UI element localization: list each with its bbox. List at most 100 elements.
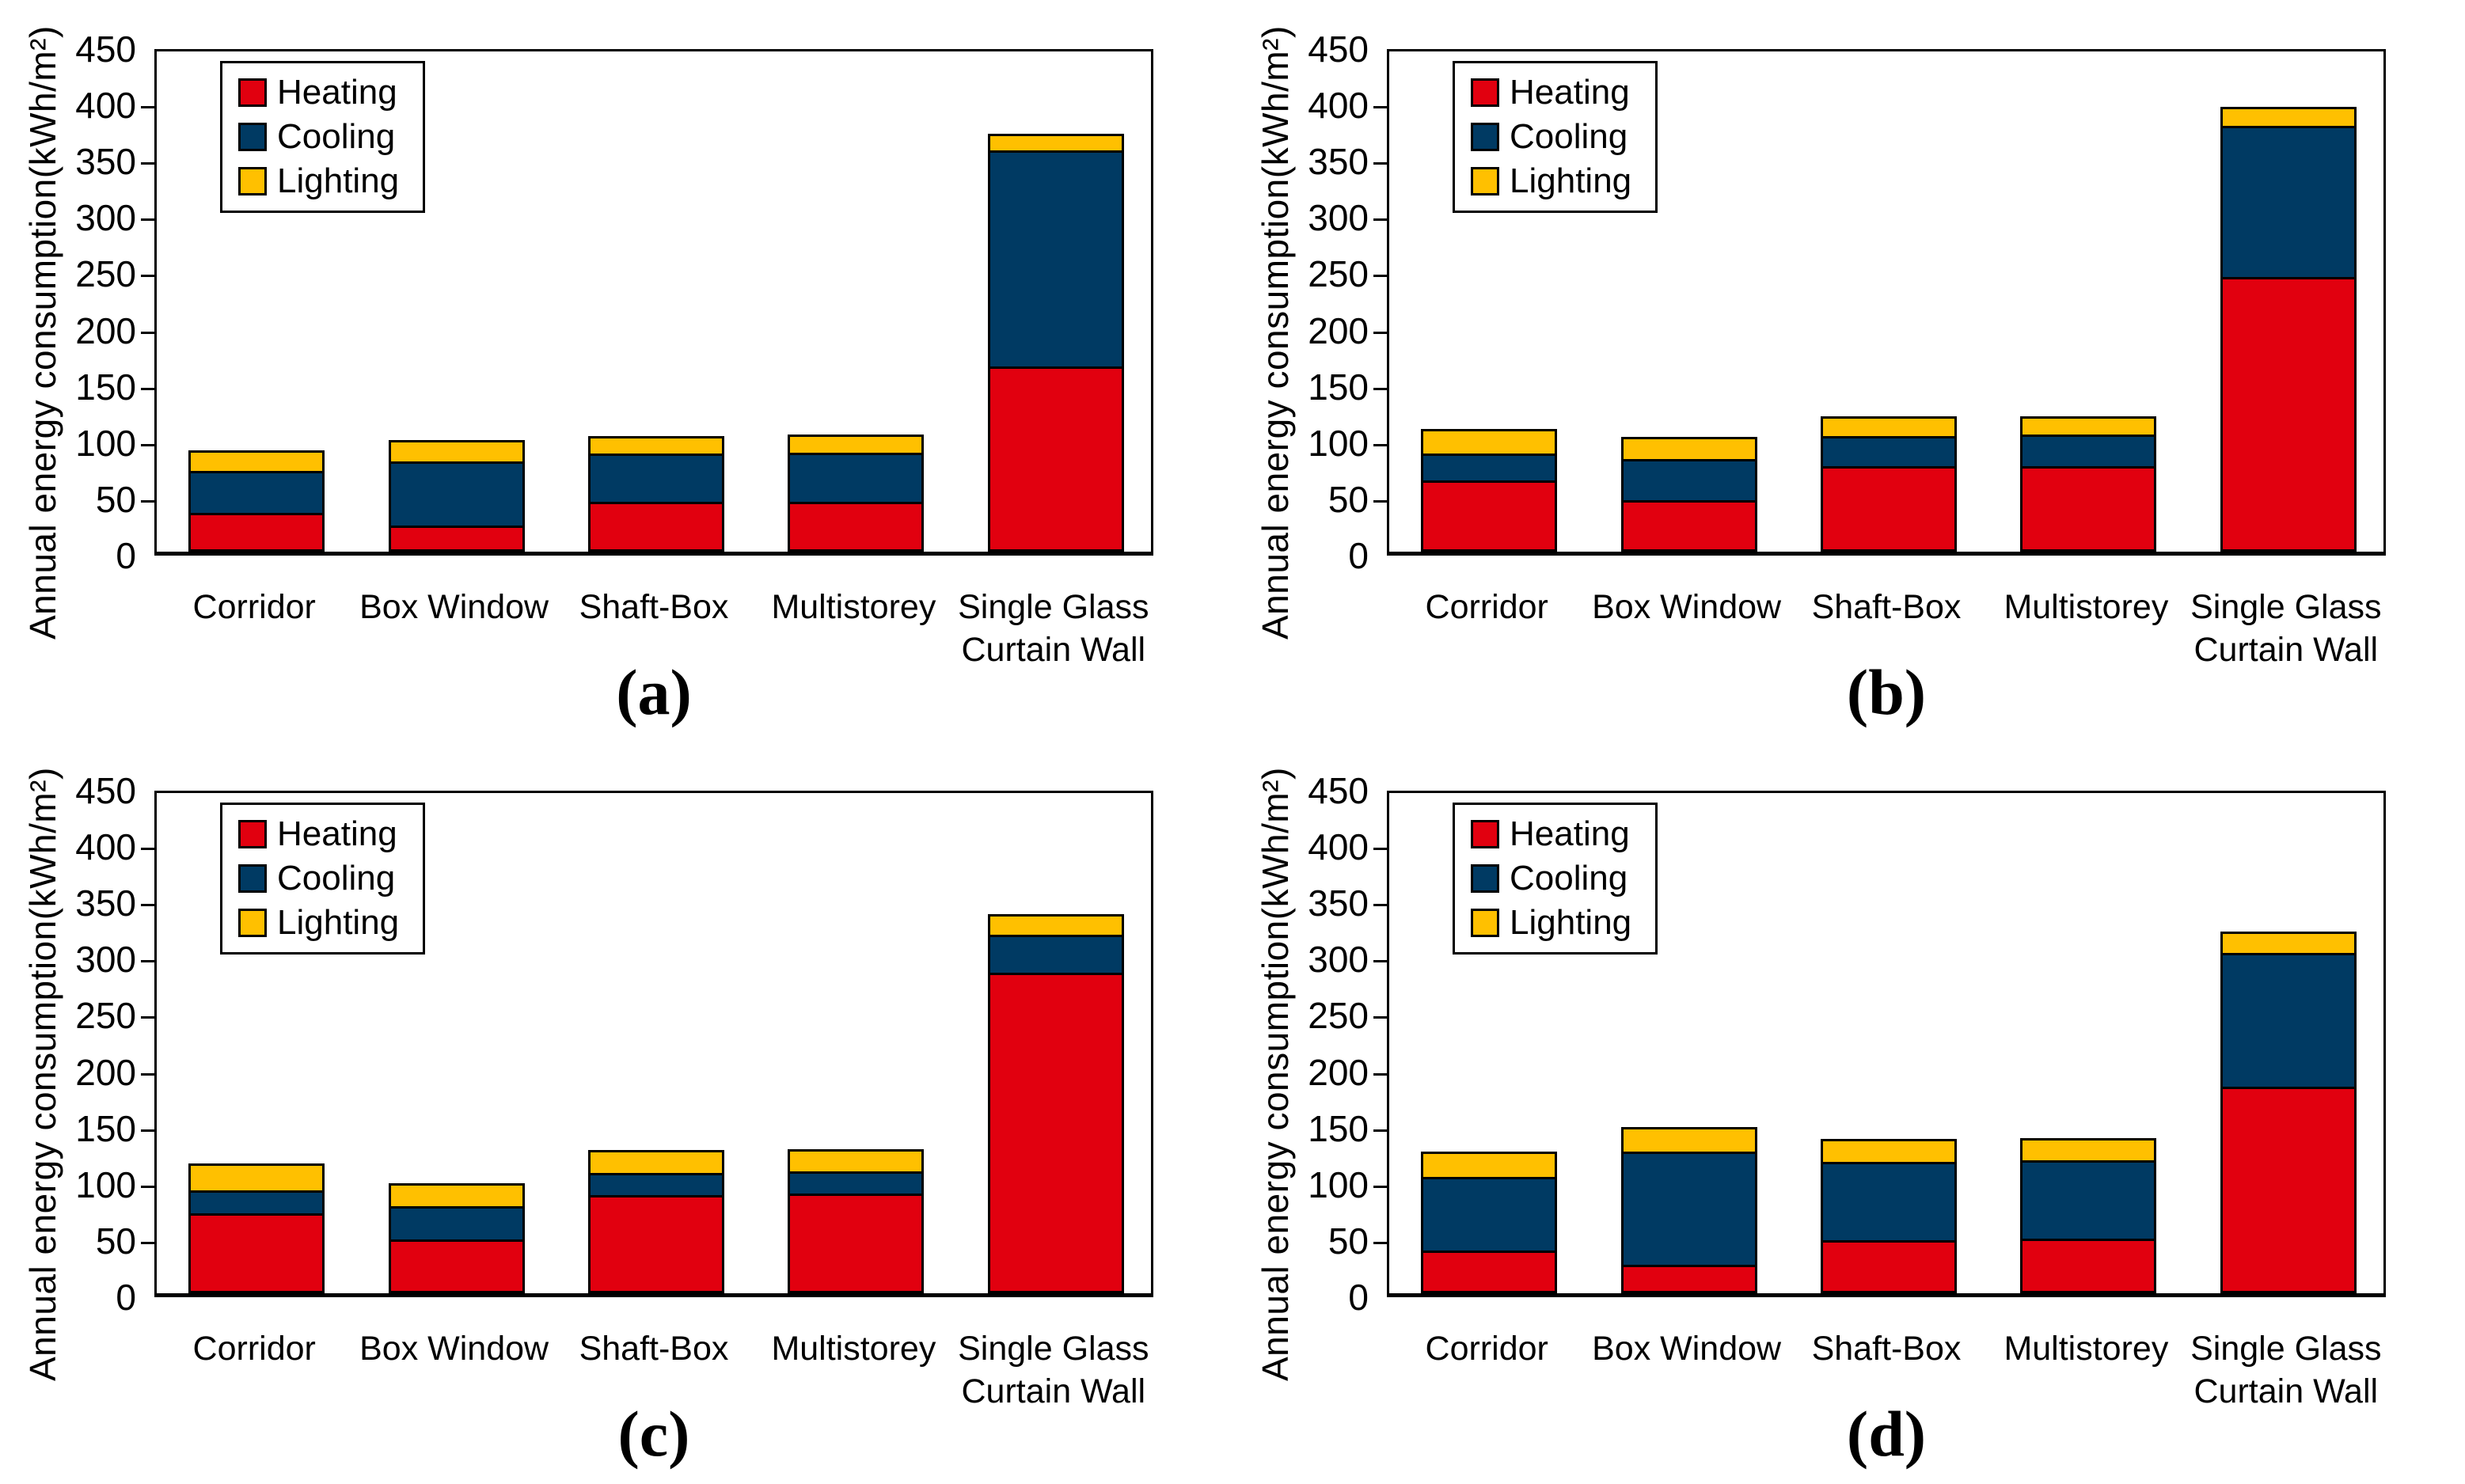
y-tick-mark: [141, 904, 154, 907]
legend-item-lighting: Lighting: [238, 905, 399, 941]
y-tick-mark: [141, 275, 154, 278]
x-category-label: Multistorey: [771, 588, 936, 626]
legend-label: Lighting: [277, 161, 400, 200]
y-tick-label: 450: [1308, 28, 1369, 70]
y-tick-mark: [1373, 443, 1387, 446]
bar-segment-heating: [1423, 480, 1555, 549]
x-category-label: Corridor: [1425, 588, 1548, 626]
x-category-label: Multistorey: [771, 1330, 936, 1368]
x-category-label: Box Window: [359, 588, 549, 626]
legend-item-heating: Heating: [1471, 74, 1631, 111]
x-category-label: Multistorey: [2004, 588, 2169, 626]
bar-segment-heating: [790, 501, 922, 550]
stacked-bar-shaft-box: [588, 435, 724, 552]
y-tick-mark: [141, 218, 154, 222]
bar-segment-lighting: [2023, 1140, 2155, 1161]
y-tick-mark: [1373, 331, 1387, 334]
legend-swatch-heating: [238, 78, 267, 107]
y-tick-mark: [1373, 218, 1387, 222]
stacked-bar-multistorey: [2020, 416, 2157, 552]
x-category-label: Shaft-Box: [1811, 588, 1962, 626]
bar-segment-heating: [1423, 1251, 1555, 1291]
legend-item-cooling: Cooling: [238, 119, 399, 155]
bar-segment-lighting: [1823, 1141, 1954, 1162]
bar-segment-lighting: [2222, 109, 2354, 127]
x-category-label: Box Window: [1592, 588, 1782, 626]
legend-swatch-cooling: [238, 864, 267, 893]
bar-segment-cooling: [989, 935, 1122, 973]
y-tick-mark: [141, 331, 154, 334]
bar-segment-heating: [989, 366, 1122, 549]
bar-segment-heating: [1823, 1239, 1954, 1291]
stacked-bar-shaft-box: [1821, 416, 1957, 552]
x-category-label: Single Glass Curtain Wall: [2190, 1330, 2382, 1410]
bar-segment-lighting: [1423, 1153, 1555, 1177]
legend-swatch-lighting: [1471, 167, 1499, 195]
bar-segment-heating: [1623, 500, 1755, 549]
legend-item-lighting: Lighting: [1471, 163, 1631, 199]
y-tick-label: 50: [1327, 478, 1369, 520]
y-tick-label: 150: [1308, 1107, 1369, 1149]
legend-label: Lighting: [1510, 161, 1632, 200]
y-tick-label: 0: [1348, 535, 1369, 576]
bar-segment-heating: [790, 1194, 922, 1291]
bar-segment-cooling: [2222, 126, 2354, 277]
bar-segment-lighting: [1823, 419, 1954, 436]
y-tick-label: 300: [75, 939, 136, 981]
bar-segment-cooling: [1823, 1161, 1954, 1240]
panel-a: Annual energy consumption(kWh/m²) Heatin…: [0, 0, 1232, 742]
bar-segment-cooling: [1423, 453, 1555, 481]
y-tick-label: 0: [116, 535, 136, 576]
y-tick-label: 100: [1308, 1163, 1369, 1205]
bar-segment-lighting: [191, 453, 323, 472]
stacked-bar-corridor: [1421, 1151, 1558, 1293]
bar-segment-cooling: [2023, 435, 2155, 467]
bar-segment-heating: [191, 1213, 323, 1291]
legend-label: Lighting: [1510, 903, 1632, 942]
legend-item-cooling: Cooling: [1471, 860, 1631, 897]
panel-letter-c: (c): [617, 1398, 690, 1470]
bar-segment-lighting: [390, 442, 522, 461]
bar-segment-cooling: [390, 1205, 522, 1239]
y-tick-label: 250: [75, 253, 136, 295]
legend-swatch-cooling: [238, 123, 267, 151]
legend-label: Heating: [277, 814, 397, 853]
bar-segment-heating: [390, 525, 522, 550]
y-tick-mark: [141, 960, 154, 963]
x-category-label: Corridor: [192, 588, 316, 626]
stacked-bar-box-window: [1620, 436, 1757, 552]
bar-segment-lighting: [1623, 438, 1755, 459]
y-tick-label: 350: [1308, 141, 1369, 183]
stacked-bar-shaft-box: [1821, 1139, 1957, 1293]
bar-segment-heating: [989, 972, 1122, 1292]
bar-segment-heating: [390, 1239, 522, 1292]
bar-segment-heating: [1623, 1265, 1755, 1291]
y-tick-mark: [141, 1129, 154, 1132]
y-tick-mark: [1373, 848, 1387, 851]
legend-label: Heating: [277, 73, 397, 112]
y-tick-mark: [141, 499, 154, 503]
bar-segment-heating: [191, 513, 323, 549]
panel-letter-a: (a): [616, 656, 692, 728]
y-tick-label: 350: [75, 141, 136, 183]
legend-swatch-lighting: [238, 167, 267, 195]
bar-segment-lighting: [790, 1151, 922, 1172]
y-tick-mark: [1373, 499, 1387, 503]
legend-item-heating: Heating: [1471, 816, 1631, 852]
stacked-bar-box-window: [388, 440, 525, 552]
y-tick-label: 350: [75, 882, 136, 924]
legend-swatch-cooling: [1471, 123, 1499, 151]
y-tick-mark: [141, 162, 154, 165]
chart-b-plot-area: Heating Cooling Lighting: [1373, 49, 2386, 556]
y-tick-mark: [1373, 1129, 1387, 1132]
legend-swatch-lighting: [1471, 909, 1499, 937]
y-tick-mark: [141, 1016, 154, 1019]
y-tick-label: 400: [75, 826, 136, 868]
bar-segment-cooling: [591, 454, 722, 502]
bar-segment-cooling: [2222, 953, 2354, 1087]
bar-segment-cooling: [989, 150, 1122, 367]
panel-letter-b: (b): [1846, 656, 1927, 728]
y-tick-mark: [1373, 1072, 1387, 1076]
y-tick-label: 400: [1308, 85, 1369, 127]
